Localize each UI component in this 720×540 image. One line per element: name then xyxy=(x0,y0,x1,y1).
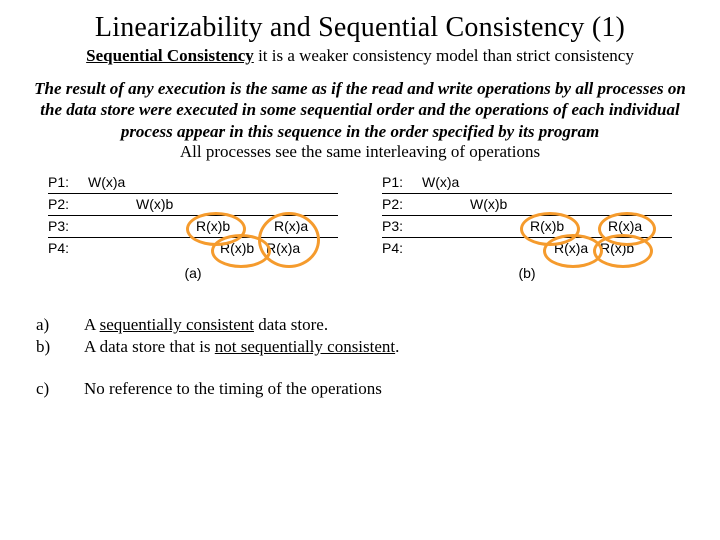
op-r4a: R(x)a xyxy=(554,238,588,259)
diagram-b-row-p4: P4: R(x)a R(x)b xyxy=(382,238,672,259)
op-wxa: W(x)a xyxy=(88,172,125,193)
p1-label: P1: xyxy=(48,172,82,193)
text-fragment: A xyxy=(84,315,100,334)
spacer xyxy=(36,359,684,377)
p1-label: P1: xyxy=(382,172,416,193)
diagram-a-row-p1: P1: W(x)a xyxy=(48,172,338,193)
bullet-key: c) xyxy=(36,379,84,399)
op-r3a: R(x)a xyxy=(274,216,308,237)
op-wxa: W(x)a xyxy=(422,172,459,193)
p4-label: P4: xyxy=(382,238,416,259)
bullet-list: a) A sequentially consistent data store.… xyxy=(36,315,684,399)
diagram-a-row-p3: P3: R(x)b R(x)a xyxy=(48,216,338,237)
op-r3a: R(x)a xyxy=(608,216,642,237)
op-r3b: R(x)b xyxy=(530,216,564,237)
slide-subtitle: Sequential Consistency it is a weaker co… xyxy=(16,46,704,66)
diagram-b-row-p2: P2: W(x)b xyxy=(382,194,672,215)
bullet-key: b) xyxy=(36,337,84,357)
bullet-text: A sequentially consistent data store. xyxy=(84,315,684,335)
op-r4b: R(x)b xyxy=(220,238,254,259)
op-wxb: W(x)b xyxy=(136,194,173,215)
p3-label: P3: xyxy=(382,216,416,237)
p4-label: P4: xyxy=(48,238,82,259)
bullet-key: a) xyxy=(36,315,84,335)
underlined-text: sequentially consistent xyxy=(100,315,254,334)
op-r3b: R(x)b xyxy=(196,216,230,237)
bullet-c: c) No reference to the timing of the ope… xyxy=(36,379,684,399)
diagram-a-row-p4: P4: R(x)b R(x)a xyxy=(48,238,338,259)
diagram-a-row-p2: P2: W(x)b xyxy=(48,194,338,215)
underlined-text: not sequentially consistent xyxy=(215,337,395,356)
subtitle-keyword: Sequential Consistency xyxy=(86,46,254,65)
definition-text: The result of any execution is the same … xyxy=(26,78,694,142)
text-fragment: data store. xyxy=(254,315,328,334)
subtitle-rest: it is a weaker consistency model than st… xyxy=(254,46,634,65)
diagram-b-caption: (b) xyxy=(382,265,672,281)
p2-label: P2: xyxy=(382,194,416,215)
bullet-text: A data store that is not sequentially co… xyxy=(84,337,684,357)
text-fragment: A data store that is xyxy=(84,337,215,356)
diagram-a: P1: W(x)a P2: W(x)b P3: R(x)b R(x)a P4: … xyxy=(48,172,338,281)
op-r4a: R(x)a xyxy=(266,238,300,259)
diagram-b: P1: W(x)a P2: W(x)b P3: R(x)b R(x)a P4: … xyxy=(382,172,672,281)
diagram-a-caption: (a) xyxy=(48,265,338,281)
slide: Linearizability and Sequential Consisten… xyxy=(0,0,720,540)
op-r4b: R(x)b xyxy=(600,238,634,259)
bullet-b: b) A data store that is not sequentially… xyxy=(36,337,684,357)
slide-title: Linearizability and Sequential Consisten… xyxy=(16,12,704,44)
bullet-text: No reference to the timing of the operat… xyxy=(84,379,684,399)
p2-label: P2: xyxy=(48,194,82,215)
op-wxb: W(x)b xyxy=(470,194,507,215)
diagram-b-row-p3: P3: R(x)b R(x)a xyxy=(382,216,672,237)
p3-label: P3: xyxy=(48,216,82,237)
text-fragment: . xyxy=(395,337,399,356)
note-text: All processes see the same interleaving … xyxy=(16,142,704,162)
diagram-b-row-p1: P1: W(x)a xyxy=(382,172,672,193)
diagrams-container: P1: W(x)a P2: W(x)b P3: R(x)b R(x)a P4: … xyxy=(26,172,694,281)
bullet-a: a) A sequentially consistent data store. xyxy=(36,315,684,335)
